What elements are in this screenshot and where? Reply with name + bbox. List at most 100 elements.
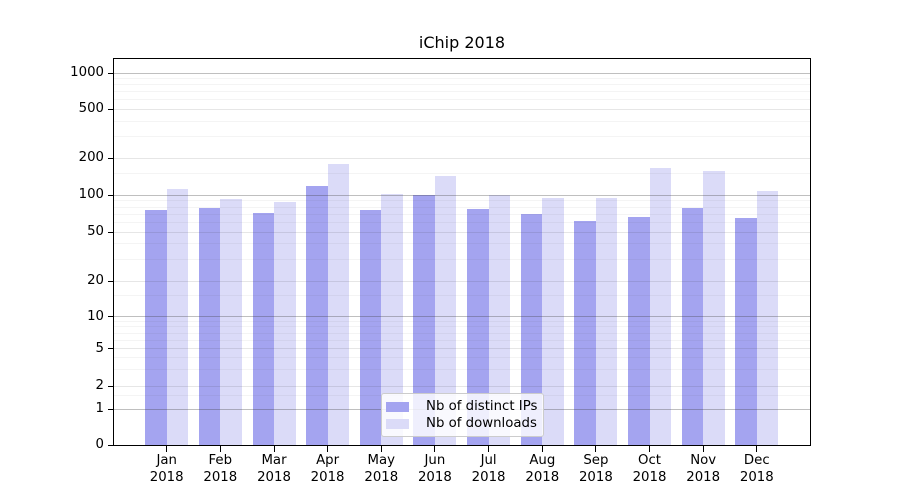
x-tick-mark: [649, 446, 650, 452]
y-gridline-minor: [114, 357, 810, 359]
x-tick-month: Dec: [743, 453, 770, 468]
x-tick-label: Apr 2018: [301, 452, 355, 486]
bar-downloads: [166, 188, 189, 445]
x-tick-label: Oct 2018: [623, 452, 677, 486]
x-tick-month: Jan: [156, 453, 177, 468]
legend: Nb of distinct IPs Nb of downloads: [381, 393, 544, 437]
x-tick-year: 2018: [632, 470, 667, 485]
y-gridline-minor: [114, 213, 810, 215]
x-tick-label: Feb 2018: [193, 452, 247, 486]
legend-item: Nb of distinct IPs: [386, 398, 539, 415]
y-gridline-minor: [114, 206, 810, 208]
x-tick-mark: [756, 446, 758, 452]
x-tick-mark: [595, 446, 597, 452]
bar-downloads: [434, 175, 457, 445]
bar-distinct-ips: [628, 217, 650, 445]
y-tick-mark: [108, 72, 114, 74]
chart-title: iChip 2018: [418, 33, 506, 52]
y-gridline: [114, 231, 810, 233]
x-tick-year: 2018: [149, 470, 184, 485]
bar-distinct-ips: [198, 207, 221, 445]
x-tick-mark: [166, 446, 168, 452]
y-tick-label: 0: [95, 437, 104, 452]
bar-distinct-ips: [359, 209, 382, 445]
y-tick-mark: [108, 348, 114, 349]
bar-downloads: [488, 194, 511, 445]
legend-label: Nb of downloads: [426, 416, 537, 431]
x-tick-label: Jun 2018: [408, 452, 462, 486]
y-tick-label: 5: [95, 340, 104, 356]
bar-downloads: [274, 202, 296, 445]
x-tick-mark: [541, 446, 543, 452]
bar-distinct-ips: [574, 220, 596, 445]
y-tick-mark: [108, 408, 114, 410]
bar-downloads: [756, 191, 779, 445]
x-tick-label: Sep 2018: [569, 452, 623, 486]
y-tick-mark: [108, 157, 114, 159]
y-gridline: [114, 157, 810, 159]
y-tick-label: 200: [78, 150, 104, 166]
bar-downloads: [220, 199, 242, 445]
y-gridline: [114, 108, 810, 110]
x-tick-month: Jun: [424, 453, 446, 468]
x-tick-month: Jul: [480, 453, 497, 468]
y-gridline-major: [114, 72, 810, 74]
y-tick-label: 500: [78, 101, 104, 117]
x-tick-month: Apr: [316, 453, 340, 468]
x-tick-label: Jan 2018: [140, 452, 194, 486]
x-tick-year: 2018: [525, 470, 560, 485]
y-gridline: [114, 280, 810, 282]
bar-distinct-ips: [735, 218, 757, 445]
x-tick-label: Jul 2018: [462, 452, 516, 486]
bar-distinct-ips: [520, 214, 543, 445]
x-tick-label: Aug 2018: [515, 452, 569, 486]
x-tick-mark: [327, 446, 329, 452]
y-tick-label: 1: [95, 401, 104, 416]
y-tick-label: 1000: [70, 65, 104, 81]
x-tick-mark: [434, 446, 436, 452]
bar-downloads: [703, 171, 725, 445]
y-gridline-minor: [114, 136, 810, 138]
bar-distinct-ips: [145, 209, 167, 445]
x-tick-mark: [702, 446, 704, 452]
y-gridline-minor: [114, 243, 810, 245]
y-gridline: [114, 348, 810, 349]
x-tick-mark: [380, 446, 382, 452]
x-tick-label: Nov 2018: [676, 452, 730, 486]
x-tick-month: Mar: [261, 453, 287, 468]
legend-swatch-distinct-ips: [386, 401, 409, 412]
x-tick-mark: [219, 446, 221, 452]
y-gridline-minor: [114, 368, 810, 370]
y-tick-label: 20: [87, 273, 104, 288]
bar-downloads: [542, 198, 564, 445]
x-tick-year: 2018: [686, 470, 721, 485]
legend-item: Nb of downloads: [386, 415, 539, 432]
y-tick-mark: [108, 444, 114, 446]
y-gridline-minor: [114, 258, 810, 260]
x-tick-month: Oct: [638, 453, 661, 468]
y-tick-label: 100: [78, 187, 104, 203]
x-tick-label: Dec 2018: [730, 452, 784, 486]
y-tick-mark: [108, 108, 114, 110]
y-gridline-minor: [114, 78, 810, 80]
x-tick-mark: [273, 446, 275, 452]
x-tick-year: 2018: [257, 470, 291, 485]
x-tick-year: 2018: [364, 470, 399, 485]
y-gridline-minor: [114, 99, 810, 101]
bar-distinct-ips: [306, 185, 328, 445]
x-tick-month: Feb: [208, 453, 233, 468]
bar-downloads: [327, 163, 350, 445]
bar-distinct-ips: [681, 207, 704, 445]
y-gridline-major: [114, 194, 810, 196]
legend-swatch-downloads: [386, 418, 409, 429]
y-gridline-major: [114, 316, 810, 318]
x-tick-month: Sep: [583, 453, 609, 468]
bar-distinct-ips: [252, 213, 274, 445]
y-gridline-minor: [114, 321, 810, 322]
x-tick-year: 2018: [203, 470, 238, 485]
y-tick-label: 50: [87, 224, 104, 239]
x-tick-year: 2018: [310, 470, 345, 485]
y-tick-mark: [108, 385, 114, 387]
y-tick-mark: [108, 194, 114, 196]
